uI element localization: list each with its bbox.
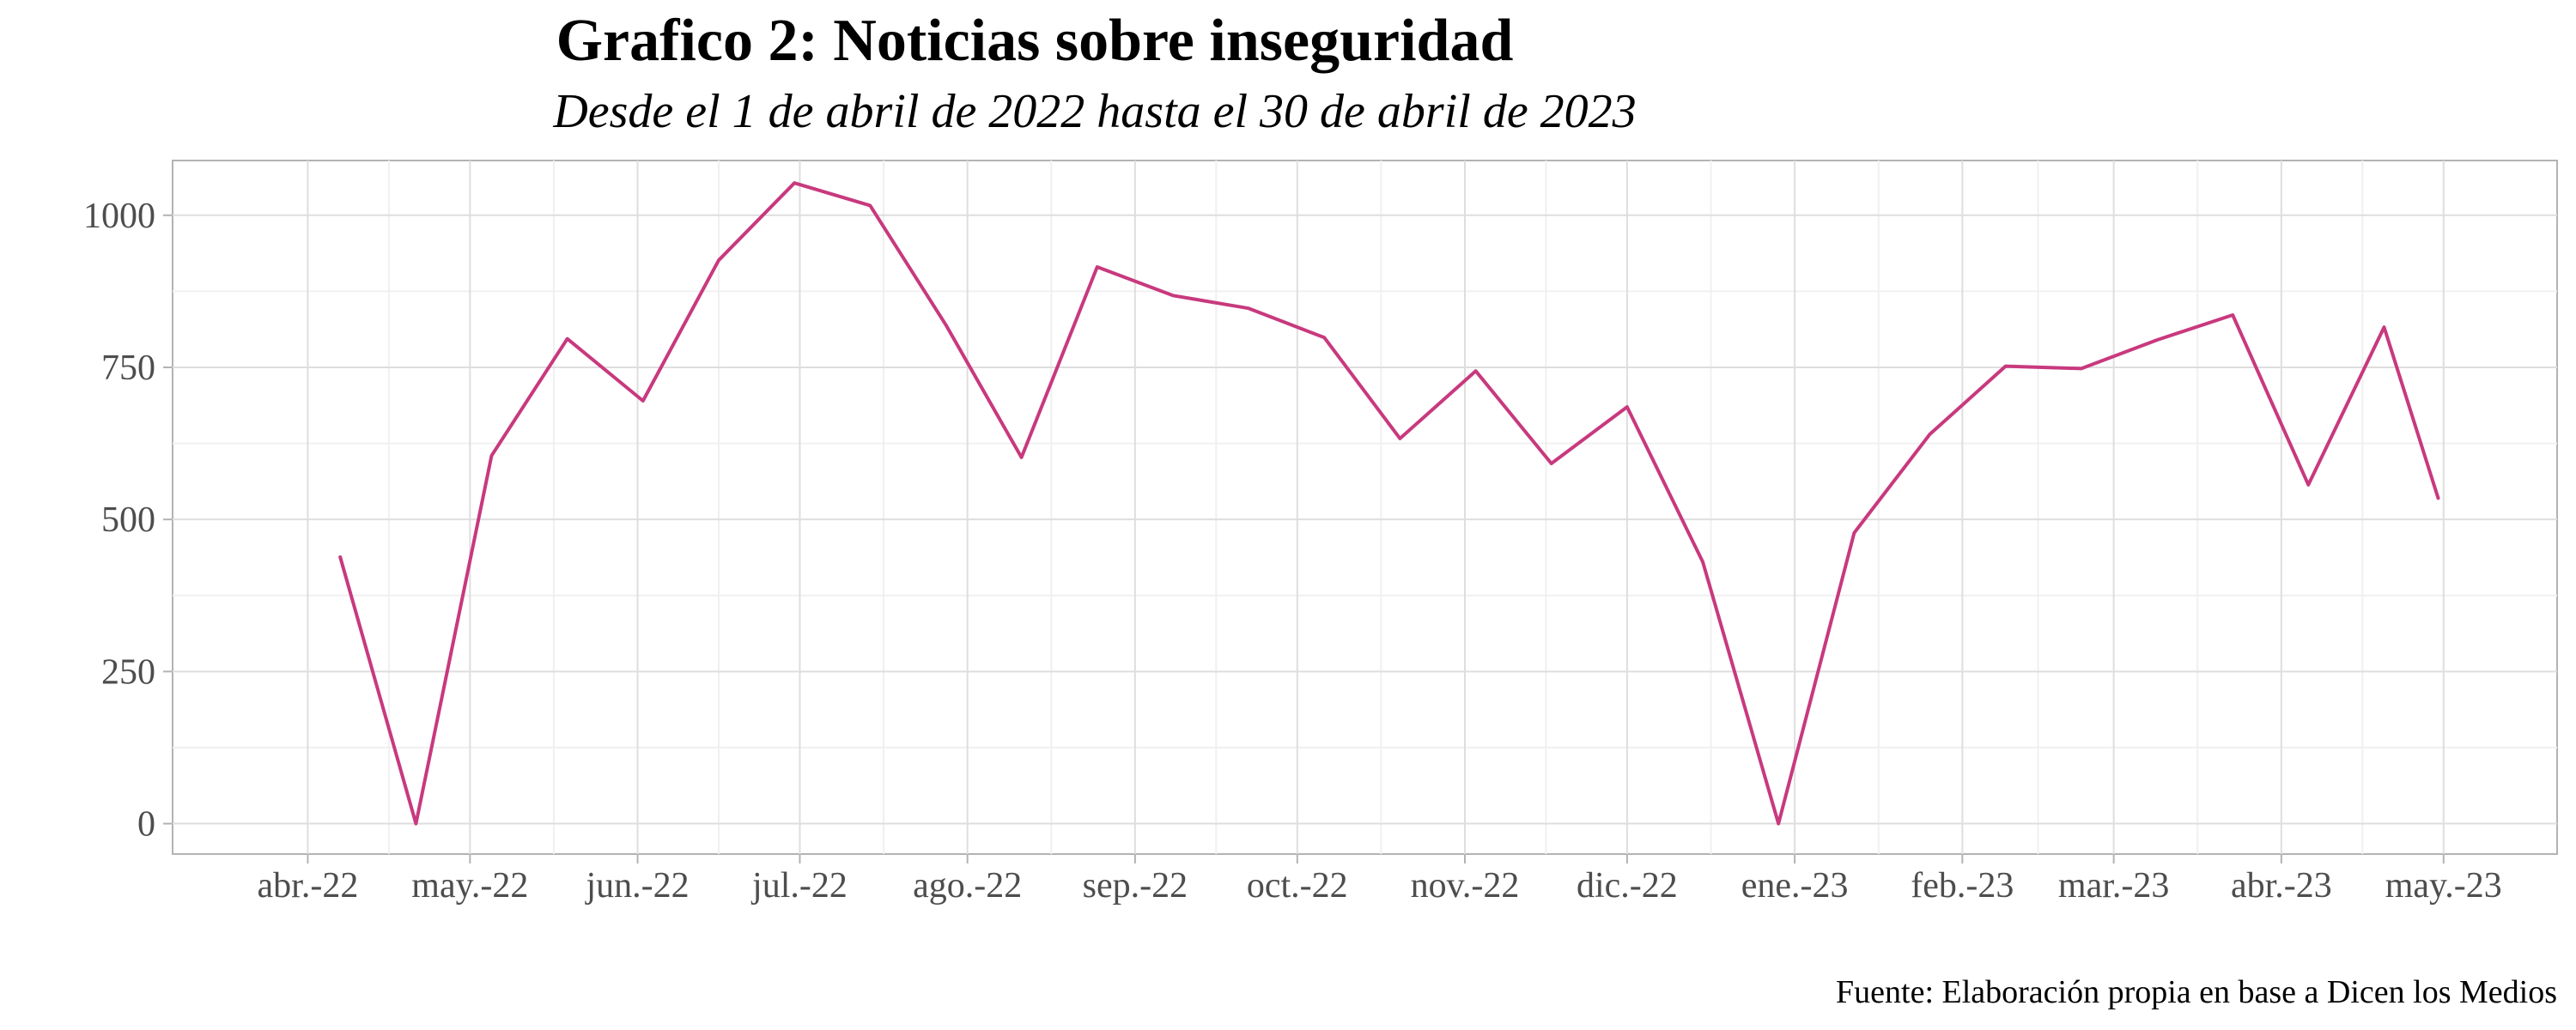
y-tick-label: 1000 — [83, 197, 155, 236]
x-tick-label: dic.-22 — [1577, 866, 1678, 906]
minor-gridlines — [173, 161, 2557, 854]
y-tick-label: 500 — [101, 500, 155, 540]
data-point — [1321, 335, 1327, 340]
plot-panel — [172, 160, 2558, 855]
x-tick-label: nov.-22 — [1411, 866, 1520, 906]
x-tick-label: jul.-22 — [750, 866, 848, 906]
data-point — [1549, 461, 1554, 466]
data-point — [1851, 530, 1856, 536]
data-point — [1473, 368, 1479, 373]
data-point — [944, 322, 949, 327]
y-axis: 0 250 500 750 1000 — [83, 197, 173, 845]
x-tick-label: abr.-22 — [258, 866, 359, 906]
data-point — [565, 336, 570, 342]
data-point — [2154, 337, 2160, 342]
x-tick-label: ene.-23 — [1741, 866, 1849, 906]
data-point — [1776, 821, 1781, 827]
series-line — [338, 181, 2440, 826]
data-point — [2382, 324, 2387, 330]
data-point — [1246, 306, 1251, 311]
data-point — [337, 554, 343, 560]
data-point — [867, 203, 872, 208]
x-tick-label: ago.-22 — [913, 866, 1022, 906]
chart-title: Grafico 2: Noticias sobre inseguridad — [556, 8, 1514, 74]
chart-subtitle: Desde el 1 de abril de 2022 hasta el 30 … — [552, 85, 1636, 138]
data-point — [2230, 312, 2235, 318]
data-point — [489, 453, 495, 458]
series-layer — [337, 180, 2441, 827]
x-tick-label: mar.-23 — [2058, 866, 2169, 906]
x-tick-label: jun.-22 — [584, 866, 689, 906]
y-tick-label: 0 — [137, 805, 155, 845]
major-gridlines — [173, 161, 2557, 854]
data-point — [1095, 264, 1100, 270]
data-point — [413, 821, 418, 827]
x-tick-label: feb.-23 — [1911, 866, 2014, 906]
data-point — [2306, 482, 2311, 488]
data-point — [1625, 404, 1630, 409]
chart-caption: Fuente: Elaboración propia en base a Dic… — [1836, 974, 2557, 1010]
data-point — [716, 258, 721, 263]
y-tick-label: 250 — [101, 652, 155, 692]
x-tick-label: may.-22 — [411, 866, 528, 906]
data-point — [1170, 293, 1176, 298]
x-axis: abr.-22 may.-22 jun.-22 jul.-22 ago.-22 sep.-… — [258, 854, 2502, 906]
x-tick-label: oct.-22 — [1247, 866, 1348, 906]
x-tick-label: may.-23 — [2385, 866, 2502, 906]
data-point — [1019, 455, 1024, 460]
x-tick-label: abr.-23 — [2231, 866, 2332, 906]
data-point — [1397, 436, 1402, 441]
data-point — [2436, 495, 2441, 500]
data-point — [1700, 560, 1705, 565]
x-tick-label: sep.-22 — [1083, 866, 1188, 906]
data-point — [641, 398, 646, 403]
y-tick-label: 750 — [101, 348, 155, 388]
data-point — [2003, 364, 2008, 369]
data-point — [2079, 366, 2084, 371]
data-point — [1928, 432, 1933, 437]
data-point — [792, 180, 797, 185]
